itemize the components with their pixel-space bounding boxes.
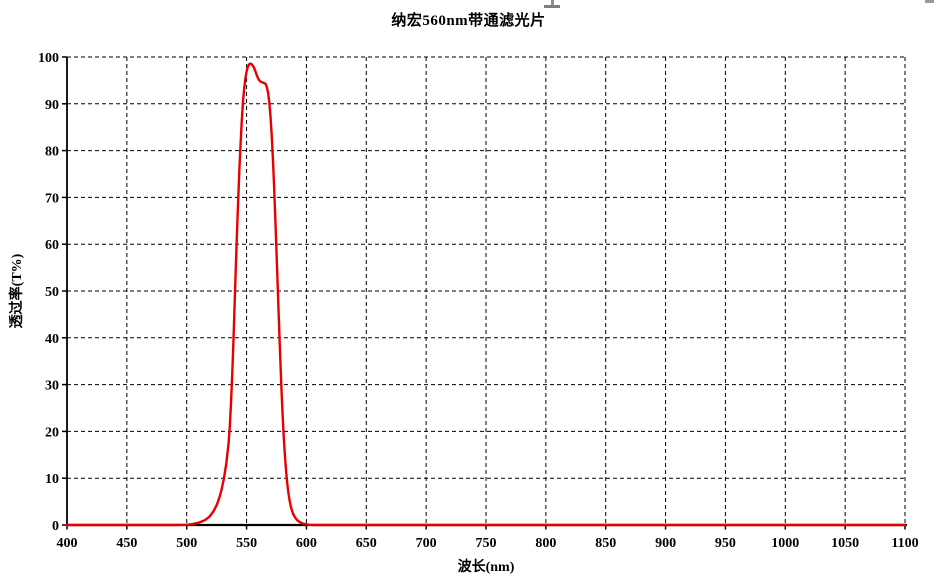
screenshot-crop-artifact xyxy=(551,0,554,7)
y-tick-label-20: 20 xyxy=(45,425,59,440)
x-axis-title: 波长(nm) xyxy=(457,560,515,575)
y-tick-label-90: 90 xyxy=(45,98,59,113)
y-tick-label-80: 80 xyxy=(45,145,59,160)
y-tick-label-10: 10 xyxy=(45,472,59,487)
x-tick-label-600: 600 xyxy=(296,536,317,551)
y-tick-label-30: 30 xyxy=(45,379,59,394)
x-tick-label-1000: 1000 xyxy=(771,536,799,551)
x-tick-label-400: 400 xyxy=(57,536,78,551)
x-tick-label-950: 950 xyxy=(715,536,736,551)
y-tick-label-50: 50 xyxy=(45,285,59,300)
x-tick-label-900: 900 xyxy=(655,536,676,551)
x-tick-label-1100: 1100 xyxy=(891,536,918,551)
x-tick-label-750: 750 xyxy=(476,536,497,551)
y-tick-label-0: 0 xyxy=(52,519,59,534)
x-tick-label-1050: 1050 xyxy=(831,536,859,551)
x-tick-label-700: 700 xyxy=(416,536,437,551)
y-tick-label-60: 60 xyxy=(45,238,59,253)
y-tick-label-40: 40 xyxy=(45,332,59,347)
y-tick-label-70: 70 xyxy=(45,191,59,206)
chart-title: 纳宏560nm带通滤光片 xyxy=(391,13,546,29)
screenshot-crop-artifact xyxy=(925,0,934,3)
x-tick-label-850: 850 xyxy=(595,536,616,551)
screenshot-crop-artifact xyxy=(544,5,560,8)
x-tick-label-550: 550 xyxy=(236,536,257,551)
x-tick-label-800: 800 xyxy=(535,536,556,551)
y-tick-label-100: 100 xyxy=(38,51,59,66)
x-tick-label-650: 650 xyxy=(356,536,377,551)
x-tick-label-450: 450 xyxy=(116,536,137,551)
x-tick-label-500: 500 xyxy=(176,536,197,551)
series-curve-0 xyxy=(65,62,907,527)
